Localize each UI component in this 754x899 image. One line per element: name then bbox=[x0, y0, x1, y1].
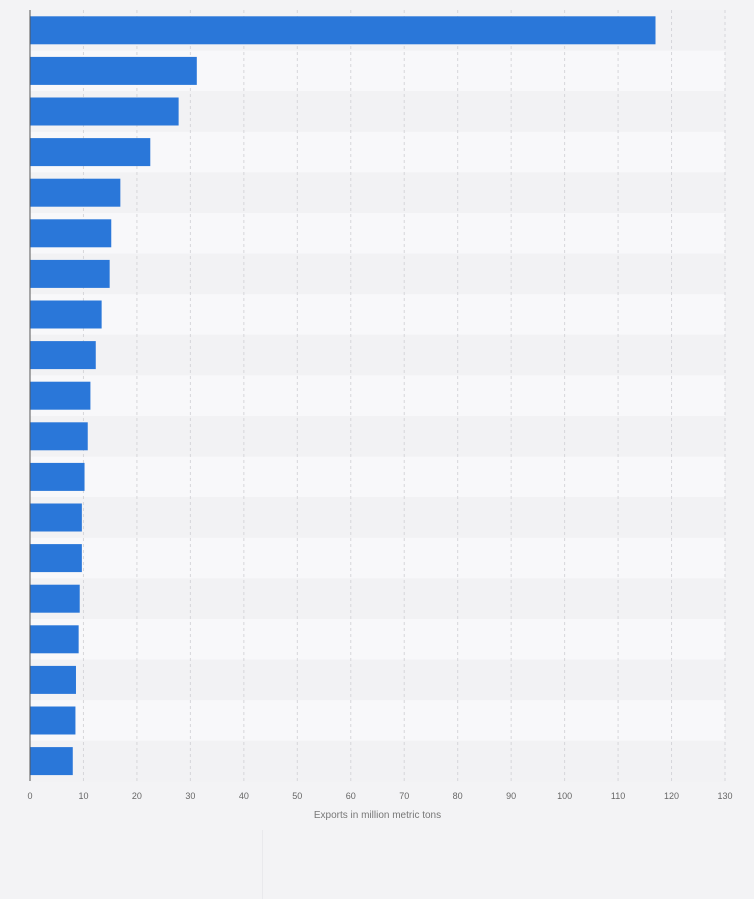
bar[interactable] bbox=[30, 665, 76, 694]
bar[interactable] bbox=[30, 259, 110, 288]
x-tick-label: 130 bbox=[717, 791, 732, 801]
x-tick-label: 40 bbox=[239, 791, 249, 801]
footer-divider bbox=[262, 830, 263, 899]
bar[interactable] bbox=[30, 97, 179, 126]
x-tick-label: 70 bbox=[399, 791, 409, 801]
row-stripe bbox=[30, 213, 725, 254]
x-tick-label: 90 bbox=[506, 791, 516, 801]
x-axis-title: Exports in million metric tons bbox=[314, 810, 441, 821]
bar[interactable] bbox=[30, 341, 96, 370]
bar[interactable] bbox=[30, 219, 112, 248]
bar[interactable] bbox=[30, 56, 197, 85]
bar[interactable] bbox=[30, 300, 102, 329]
row-stripe bbox=[30, 294, 725, 335]
x-tick-label: 60 bbox=[346, 791, 356, 801]
bar[interactable] bbox=[30, 747, 73, 776]
bar[interactable] bbox=[30, 625, 79, 654]
bar[interactable] bbox=[30, 16, 656, 45]
row-stripe bbox=[30, 497, 725, 538]
row-stripe bbox=[30, 253, 725, 295]
bar[interactable] bbox=[30, 138, 151, 167]
bar[interactable] bbox=[30, 544, 82, 573]
row-stripe bbox=[30, 334, 725, 376]
bars bbox=[30, 16, 656, 776]
x-tick-label: 110 bbox=[611, 791, 625, 801]
bar[interactable] bbox=[30, 706, 76, 735]
bar[interactable] bbox=[30, 584, 80, 613]
bar[interactable] bbox=[30, 178, 121, 207]
bar[interactable] bbox=[30, 381, 91, 410]
chart-container: 0 10 20 30 40 50 60 70 80 90 100 110 120 130 Exports … bbox=[27, 10, 733, 821]
x-tick-label: 120 bbox=[664, 791, 679, 801]
row-stripe bbox=[30, 537, 725, 579]
row-stripe bbox=[30, 416, 725, 457]
footer-band bbox=[0, 830, 754, 899]
row-stripes bbox=[30, 10, 725, 782]
x-tick-label: 10 bbox=[78, 791, 88, 801]
bar-chart: 0 10 20 30 40 50 60 70 80 90 100 110 120 130 Exports … bbox=[27, 10, 733, 821]
row-stripe bbox=[30, 740, 725, 782]
bar[interactable] bbox=[30, 422, 88, 451]
row-stripe bbox=[30, 172, 725, 213]
row-stripe bbox=[30, 456, 725, 498]
x-tick-label: 0 bbox=[27, 791, 32, 801]
bar[interactable] bbox=[30, 462, 85, 491]
row-stripe bbox=[30, 700, 725, 741]
x-tick-label: 50 bbox=[292, 791, 302, 801]
x-tick-label: 100 bbox=[557, 791, 572, 801]
x-axis-ticks: 0 10 20 30 40 50 60 70 80 90 100 110 120 130 bbox=[27, 791, 732, 801]
x-tick-label: 20 bbox=[132, 791, 142, 801]
row-stripe bbox=[30, 578, 725, 619]
bar[interactable] bbox=[30, 503, 82, 532]
row-stripe bbox=[30, 619, 725, 660]
row-stripe bbox=[30, 659, 725, 701]
x-tick-label: 80 bbox=[453, 791, 463, 801]
x-tick-label: 30 bbox=[185, 791, 195, 801]
row-stripe bbox=[30, 375, 725, 416]
